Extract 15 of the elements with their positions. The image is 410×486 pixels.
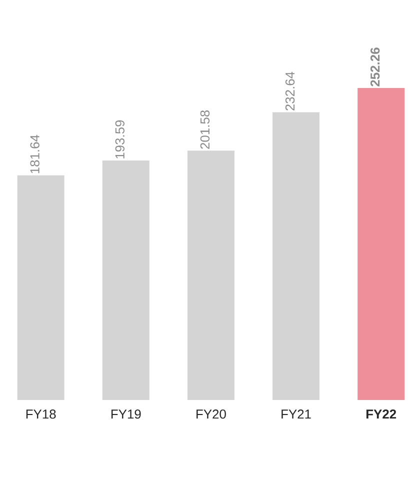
bar — [102, 160, 150, 400]
data-label: 193.59 — [115, 120, 124, 158]
bar — [17, 175, 64, 400]
x-tick-label: FY18 — [26, 410, 56, 419]
x-tick-label: FY21 — [282, 410, 311, 419]
bar — [187, 150, 234, 400]
data-label: 232.64 — [285, 72, 295, 110]
x-tick-label: FY22 — [366, 410, 396, 419]
data-label: 181.64 — [30, 134, 40, 174]
bar — [358, 88, 405, 400]
x-tick-label: FY19 — [111, 410, 141, 419]
data-label: 201.58 — [200, 110, 210, 149]
bar — [272, 112, 320, 400]
x-tick-label: FY20 — [196, 410, 226, 419]
data-label: 252.26 — [370, 48, 380, 86]
